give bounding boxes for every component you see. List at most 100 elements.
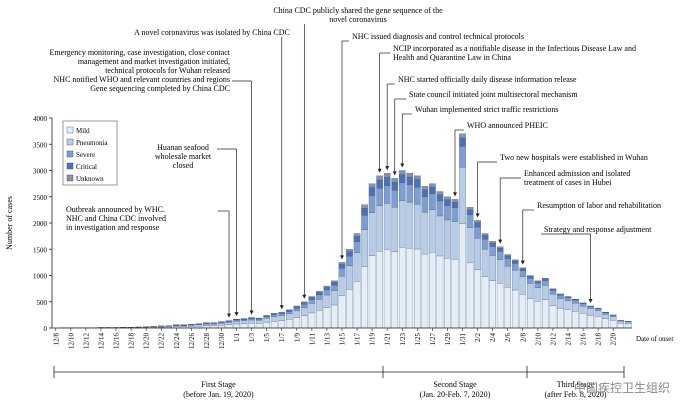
- bar-segment: [316, 294, 323, 300]
- bar-segment: [263, 316, 270, 319]
- bar-segment: [293, 306, 301, 309]
- bar-segment: [353, 252, 361, 282]
- x-tick-label: 12/16: [113, 333, 121, 349]
- annotation: Enhanced admission and isolated treatment…: [498, 169, 630, 244]
- bar-segment: [338, 268, 346, 277]
- bar-segment: [308, 299, 316, 304]
- bar-segment: [557, 293, 564, 295]
- bar-segment: [594, 308, 602, 311]
- annotation-arrowhead: [498, 239, 503, 244]
- bar-segment: [421, 212, 429, 255]
- bar-segment: [285, 313, 293, 320]
- bar-segment: [285, 310, 293, 312]
- bar-segment: [398, 247, 406, 329]
- bar-segment: [602, 314, 609, 319]
- x-tick-label: 2/6: [504, 333, 512, 342]
- bar-segment: [617, 320, 624, 324]
- annotation: WHO announced PHEIC: [452, 121, 548, 197]
- bar-segment: [406, 184, 414, 203]
- bar-segment: [368, 212, 376, 256]
- bar-segment: [474, 226, 481, 239]
- bar-segment: [557, 294, 564, 296]
- stage-label: Third Stage: [557, 380, 595, 389]
- bar-segment: [489, 255, 496, 281]
- x-tick-label: 1/27: [429, 333, 437, 346]
- annotation-label: Resumption of labor and rehabilitation: [537, 201, 661, 210]
- x-tick-label: 2/20: [610, 333, 618, 346]
- bar-segment: [316, 292, 323, 295]
- x-tick-label: 12/12: [82, 333, 90, 349]
- bar-segment: [489, 246, 496, 256]
- bar-segment: [527, 276, 534, 279]
- bar-segment: [444, 196, 451, 200]
- x-tick-label: 2/2: [474, 333, 482, 342]
- bar-segment: [301, 304, 308, 308]
- x-tick-label: 1/5: [263, 333, 271, 342]
- bar-segment: [429, 186, 436, 195]
- y-tick-label: 1500: [33, 246, 48, 254]
- bar-segment: [376, 188, 383, 207]
- bar-segment: [414, 175, 421, 180]
- bar-segment: [285, 319, 293, 329]
- bar-segment: [255, 320, 263, 324]
- bar-segment: [519, 294, 527, 329]
- bar-segment: [346, 289, 353, 329]
- annotation-label: Wuhan implemented strict traffic restric…: [415, 105, 558, 114]
- bar-segment: [361, 229, 368, 267]
- stages-layer: First Stage(before Jan. 19, 2020) Second …: [53, 366, 625, 399]
- y-tick-label: 500: [37, 299, 48, 307]
- bar-segment: [376, 251, 383, 329]
- bar-segment: [564, 300, 572, 310]
- bar-segment: [459, 146, 466, 168]
- annotation: Outbreak announced by WHC. NHC and China …: [66, 205, 232, 318]
- bar-segment: [361, 266, 368, 329]
- x-tick-label: 1/11: [308, 333, 316, 346]
- bar-segment: [534, 281, 542, 284]
- bar-segment: [436, 191, 444, 195]
- bar-segment: [323, 294, 331, 308]
- bar-segment: [444, 258, 451, 329]
- bar-segment: [466, 209, 474, 216]
- bar-segment: [436, 255, 444, 329]
- stage-label: Second Stage: [433, 380, 477, 389]
- bar-segment: [391, 182, 399, 191]
- bar-segment: [308, 312, 316, 329]
- annotation: NCIP incorporated as a notifiable diseas…: [377, 44, 636, 173]
- bar-segment: [572, 311, 579, 329]
- bar-segment: [542, 278, 549, 281]
- bar-segment: [248, 318, 255, 321]
- bar-segment: [474, 222, 481, 228]
- bar-segment: [421, 253, 429, 329]
- annotation-arrowhead: [400, 163, 405, 168]
- bar-segment: [534, 287, 542, 302]
- x-tick-label: 12/14: [97, 333, 105, 349]
- bar-segment: [368, 195, 376, 213]
- bar-segment: [474, 238, 481, 270]
- x-tick-label: 2/12: [549, 333, 557, 346]
- bar-segment: [609, 320, 617, 329]
- bar-segment: [496, 246, 504, 249]
- bar-segment: [444, 219, 451, 259]
- bar-segment: [451, 199, 459, 203]
- annotation-label: Enhanced admission and isolated treatment…: [524, 169, 630, 187]
- x-tick-label: 12/22: [158, 333, 166, 349]
- bar-segment: [278, 315, 286, 321]
- bar-segment: [188, 325, 195, 327]
- bar-segment: [308, 297, 316, 300]
- bar-segment: [451, 221, 459, 260]
- bar-segment: [331, 304, 338, 329]
- x-tick-label: 2/8: [519, 333, 527, 342]
- annotation-label: Emergency monitoring, case investigation…: [50, 48, 231, 93]
- bar-segment: [481, 248, 489, 277]
- stage-sub-label: (Jan. 20-Feb. 7, 2020): [420, 390, 491, 399]
- y-tick-label: 2500: [33, 194, 48, 202]
- bar-segment: [225, 324, 233, 329]
- bar-segment: [466, 262, 474, 329]
- annotation-arrowhead: [385, 166, 390, 171]
- bar-segment: [346, 249, 353, 252]
- bar-segment: [361, 208, 368, 216]
- bar-segment: [534, 301, 542, 329]
- bar-segment: [496, 248, 504, 252]
- bar-segment: [572, 300, 579, 304]
- annotation-arrowhead: [279, 305, 284, 310]
